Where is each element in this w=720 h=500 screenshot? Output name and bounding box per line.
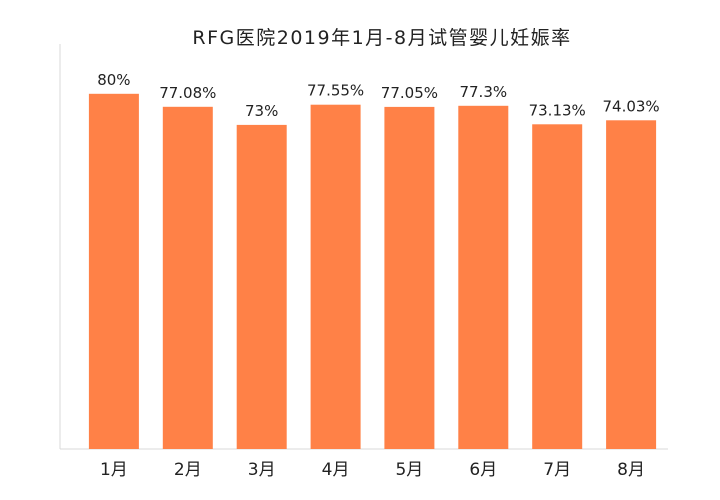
x-tick-label-2: 2月 xyxy=(174,460,202,480)
data-label-4: 77.55% xyxy=(307,82,364,100)
data-label-3: 73% xyxy=(245,102,278,120)
bar-1 xyxy=(88,93,139,450)
x-tick-label-3: 3月 xyxy=(248,460,276,480)
x-tick-label-8: 8月 xyxy=(617,460,645,480)
bar-6 xyxy=(458,105,509,450)
data-label-group: 80% 77.08% 73% 77.55% 77.05% 77.3% 73.13% 74.03… xyxy=(97,71,659,120)
chart-title: RFG医院2019年1月-8月试管婴儿妊娠率 xyxy=(192,27,571,49)
x-tick-label-4: 4月 xyxy=(322,460,350,480)
x-tick-label-group: 1月 2月 3月 4月 5月 6月 7月 8月 xyxy=(100,460,645,480)
bar-2 xyxy=(162,106,213,450)
data-label-2: 77.08% xyxy=(159,84,216,102)
data-label-5: 77.05% xyxy=(381,84,438,102)
bar-8 xyxy=(606,120,657,450)
x-tick-label-5: 5月 xyxy=(395,460,423,480)
data-label-6: 77.3% xyxy=(459,83,507,101)
x-tick-label-7: 7月 xyxy=(543,460,571,480)
x-tick-label-1: 1月 xyxy=(100,460,128,480)
data-label-8: 74.03% xyxy=(602,97,659,115)
x-tick-label-6: 6月 xyxy=(469,460,497,480)
bar-4 xyxy=(310,104,361,449)
bar-series xyxy=(88,93,657,450)
data-label-1: 80% xyxy=(97,71,130,89)
data-label-7: 73.13% xyxy=(529,101,586,119)
bar-7 xyxy=(532,124,583,450)
bar-5 xyxy=(384,106,435,450)
bar-3 xyxy=(236,124,287,450)
